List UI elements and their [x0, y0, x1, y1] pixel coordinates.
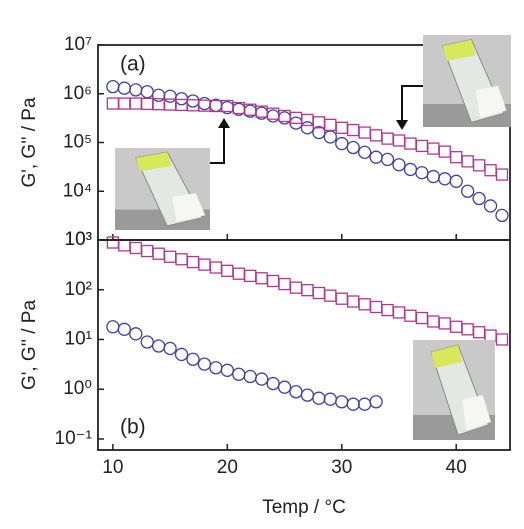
y-tick-label: 10⁰ — [63, 378, 92, 399]
y-tick-label: 10³ — [65, 229, 92, 250]
inset-photo — [115, 148, 210, 230]
circle-point — [358, 145, 372, 159]
y-tick-label: 10⁻¹ — [55, 428, 93, 449]
y-tick-label: 10³ — [65, 229, 92, 250]
plot-frame — [97, 239, 511, 451]
circle-point — [312, 125, 326, 140]
circle-point — [220, 363, 234, 377]
circle-point — [461, 184, 475, 198]
circle-point — [449, 174, 463, 188]
x-tick-label: 10 — [102, 457, 123, 478]
circle-point — [369, 395, 383, 409]
square-point — [495, 333, 509, 346]
y-axis-label: G', G'' / Pa — [19, 300, 40, 391]
circle-point — [472, 191, 486, 206]
x-axis-label: Temp / °C — [262, 497, 346, 518]
inset-photo — [413, 340, 495, 440]
arrow-head — [218, 118, 230, 128]
circle-point — [129, 327, 143, 341]
gel — [475, 85, 507, 118]
y-tick-label: 10⁴ — [63, 180, 92, 201]
vial-cap — [442, 39, 476, 61]
vial-cap — [135, 152, 172, 171]
panel-label: (b) — [120, 416, 146, 439]
square-point — [495, 168, 509, 181]
circle-point — [346, 140, 360, 155]
circle-point — [380, 152, 395, 167]
x-tick-label: 30 — [331, 457, 352, 478]
circle-point — [335, 136, 349, 151]
circle-point — [392, 158, 406, 172]
circle-point — [415, 166, 429, 180]
x-tick-label: 20 — [217, 457, 238, 478]
y-tick-label: 10⁷ — [64, 34, 92, 55]
circle-point — [186, 352, 200, 366]
circle-point — [174, 347, 189, 362]
inset-photo — [423, 35, 511, 127]
vial-cap — [431, 345, 463, 368]
y-axis-label: G', G'' / Pa — [19, 97, 40, 188]
circle-point — [495, 208, 509, 223]
arrow-line — [401, 85, 423, 122]
y-tick-label: 10⁶ — [63, 83, 92, 104]
circle-point — [483, 199, 498, 213]
circle-point — [255, 372, 269, 386]
y-tick-label: 10⁵ — [63, 132, 92, 153]
arrow-line — [210, 126, 225, 164]
circle-point — [277, 380, 292, 394]
circle-point — [140, 335, 154, 349]
y-tick-label: 10² — [65, 279, 92, 300]
y-tick-label: 10¹ — [65, 328, 92, 349]
panel-label: (a) — [120, 53, 146, 76]
arrow-head — [396, 120, 408, 130]
circle-point — [163, 341, 177, 356]
gel — [462, 395, 491, 430]
circle-point — [117, 322, 131, 336]
gel — [172, 193, 206, 222]
x-tick-label: 40 — [446, 457, 467, 478]
